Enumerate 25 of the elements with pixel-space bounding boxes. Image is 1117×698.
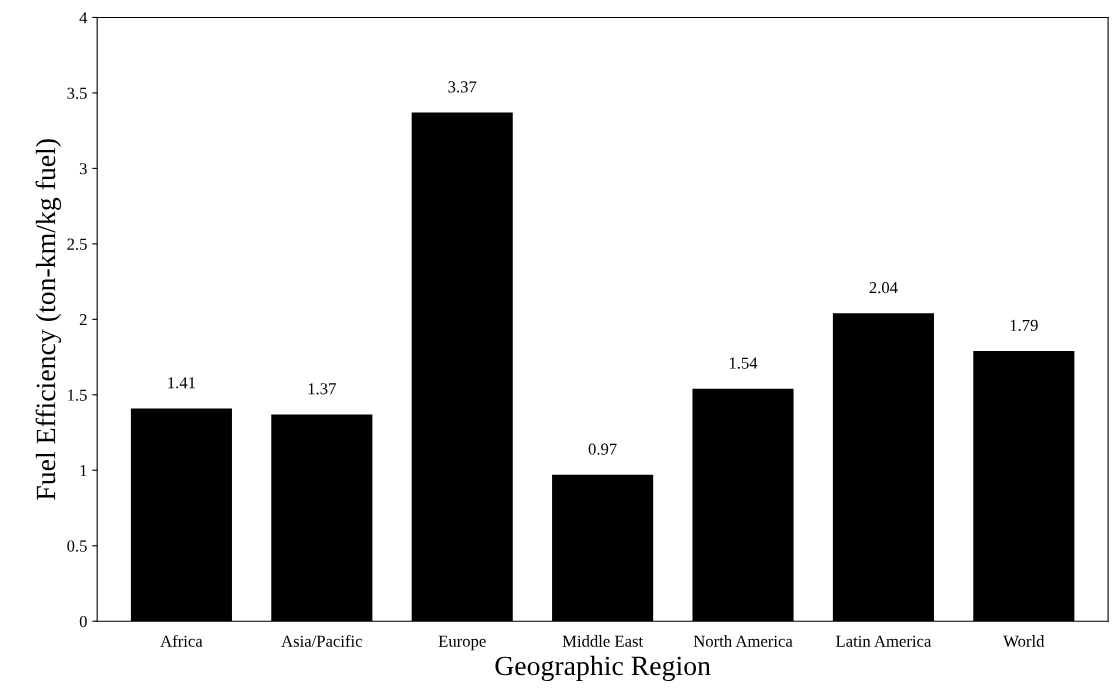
x-axis-title: Geographic Region	[495, 655, 711, 682]
data-label: 0.97	[588, 443, 617, 455]
data-label: 1.41	[168, 377, 195, 389]
data-label: 2.04	[869, 282, 898, 294]
y-tick-label: 4	[79, 12, 88, 24]
y-tick-label: 0.5	[67, 540, 87, 552]
y-tick-label: 0	[79, 615, 87, 628]
y-tick-label: 3.5	[67, 87, 87, 99]
x-tick-label: Africa	[160, 634, 203, 647]
data-label: 1.37	[308, 383, 336, 395]
y-tick-label: 2	[79, 314, 87, 326]
x-tick-label: North America	[693, 635, 793, 647]
x-tick-label: Middle East	[562, 635, 644, 647]
data-label: 1.54	[729, 357, 758, 369]
x-tick-label: Asia/Pacific	[281, 634, 363, 647]
y-tick-label: 1	[80, 465, 87, 477]
x-tick-label: World	[1003, 635, 1045, 647]
x-tick-label: Europe	[438, 635, 486, 651]
y-tick-label: 2.5	[67, 238, 87, 250]
data-label: 3.37	[448, 81, 477, 93]
y-tick-label: 3	[79, 163, 87, 175]
x-tick-label: Latin America	[836, 635, 932, 647]
y-axis-title: Fuel Efficiency (ton-km/kg fuel)	[35, 139, 62, 500]
y-tick-label: 1.5	[68, 389, 87, 401]
data-label: 1.79	[1010, 319, 1038, 332]
